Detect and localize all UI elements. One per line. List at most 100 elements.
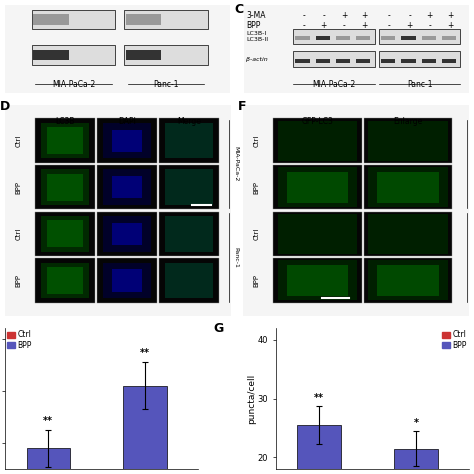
Text: +: + bbox=[341, 11, 347, 20]
Text: Panc-1: Panc-1 bbox=[407, 80, 432, 89]
Bar bbox=[134, 14, 153, 25]
Bar bbox=[36, 165, 95, 210]
Text: BPP: BPP bbox=[15, 181, 21, 194]
Text: **: ** bbox=[140, 348, 150, 358]
Bar bbox=[422, 59, 436, 63]
Text: BPP: BPP bbox=[253, 274, 259, 287]
Bar bbox=[278, 121, 357, 161]
Text: +: + bbox=[361, 21, 368, 30]
Bar bbox=[41, 123, 89, 158]
Bar bbox=[356, 36, 371, 40]
Bar bbox=[112, 176, 142, 198]
Text: Panc-1: Panc-1 bbox=[472, 246, 474, 267]
Text: MIA-PaCa-2: MIA-PaCa-2 bbox=[312, 80, 356, 89]
Bar bbox=[377, 265, 439, 296]
Bar bbox=[103, 123, 151, 158]
Bar bbox=[165, 263, 213, 298]
Bar bbox=[36, 211, 95, 256]
Bar bbox=[47, 128, 83, 154]
Text: -: - bbox=[302, 21, 305, 30]
Bar bbox=[47, 174, 83, 201]
Bar bbox=[422, 36, 436, 40]
Bar bbox=[123, 386, 167, 474]
Legend: Ctrl, BPP: Ctrl, BPP bbox=[6, 330, 33, 351]
Bar bbox=[394, 449, 438, 474]
Text: +: + bbox=[447, 21, 453, 30]
Bar bbox=[278, 260, 357, 301]
Bar bbox=[36, 118, 95, 163]
Bar bbox=[273, 258, 362, 302]
Bar bbox=[124, 10, 208, 29]
Bar bbox=[379, 28, 460, 45]
Text: -: - bbox=[322, 11, 325, 20]
Bar bbox=[50, 50, 69, 60]
Text: F: F bbox=[238, 100, 246, 113]
Bar bbox=[442, 36, 456, 40]
Bar bbox=[401, 59, 416, 63]
Text: G: G bbox=[214, 322, 224, 336]
Bar bbox=[316, 36, 330, 40]
Text: Panc-1: Panc-1 bbox=[234, 246, 238, 267]
Text: Enlarge: Enlarge bbox=[393, 118, 423, 127]
Bar bbox=[273, 118, 362, 163]
Text: Panc-1: Panc-1 bbox=[153, 80, 179, 89]
Bar bbox=[165, 123, 213, 158]
Bar bbox=[442, 59, 456, 63]
Bar bbox=[27, 448, 70, 474]
Bar bbox=[295, 59, 310, 63]
Bar bbox=[159, 258, 219, 302]
Text: -: - bbox=[388, 21, 391, 30]
Bar bbox=[97, 258, 157, 302]
Bar bbox=[278, 167, 357, 207]
Bar bbox=[364, 258, 452, 302]
Bar bbox=[364, 211, 452, 256]
Text: β-actin: β-actin bbox=[246, 57, 268, 62]
Bar bbox=[159, 211, 219, 256]
Bar bbox=[293, 52, 374, 67]
Text: MIA-PaCa-2: MIA-PaCa-2 bbox=[472, 146, 474, 182]
Bar bbox=[368, 260, 448, 301]
Bar bbox=[97, 118, 157, 163]
Text: -: - bbox=[302, 11, 305, 20]
Bar bbox=[293, 28, 374, 45]
Bar bbox=[336, 36, 350, 40]
Bar bbox=[368, 121, 448, 161]
Bar bbox=[295, 36, 310, 40]
Bar bbox=[41, 216, 89, 252]
Text: BPP: BPP bbox=[15, 274, 21, 287]
Bar bbox=[36, 258, 95, 302]
Text: Ctrl: Ctrl bbox=[15, 228, 21, 240]
Bar bbox=[41, 170, 89, 205]
Bar bbox=[298, 425, 341, 474]
Bar bbox=[42, 50, 60, 60]
Bar bbox=[112, 129, 142, 152]
Text: GFP-LC3: GFP-LC3 bbox=[301, 118, 333, 127]
Bar bbox=[316, 59, 330, 63]
Text: D: D bbox=[0, 100, 10, 113]
Bar bbox=[47, 267, 83, 294]
Bar bbox=[159, 165, 219, 210]
Text: **: ** bbox=[43, 416, 53, 426]
Bar bbox=[112, 223, 142, 245]
Text: Merge: Merge bbox=[177, 118, 201, 127]
Text: LC3B: LC3B bbox=[55, 118, 75, 127]
Bar bbox=[134, 50, 153, 60]
Bar bbox=[97, 165, 157, 210]
Bar bbox=[103, 263, 151, 298]
Text: -: - bbox=[343, 21, 346, 30]
Text: MIA-PaCa-2: MIA-PaCa-2 bbox=[234, 146, 238, 182]
Text: -: - bbox=[408, 11, 411, 20]
Bar bbox=[112, 269, 142, 292]
Bar bbox=[126, 14, 144, 25]
Bar bbox=[103, 170, 151, 205]
Bar bbox=[47, 220, 83, 247]
Bar bbox=[143, 14, 161, 25]
Text: -: - bbox=[428, 21, 431, 30]
Text: +: + bbox=[320, 21, 327, 30]
Bar bbox=[41, 263, 89, 298]
Text: DAPI: DAPI bbox=[118, 118, 136, 127]
Text: 3-MA: 3-MA bbox=[246, 11, 265, 20]
Bar bbox=[401, 36, 416, 40]
Text: Ctrl: Ctrl bbox=[253, 135, 259, 147]
Text: -: - bbox=[388, 11, 391, 20]
